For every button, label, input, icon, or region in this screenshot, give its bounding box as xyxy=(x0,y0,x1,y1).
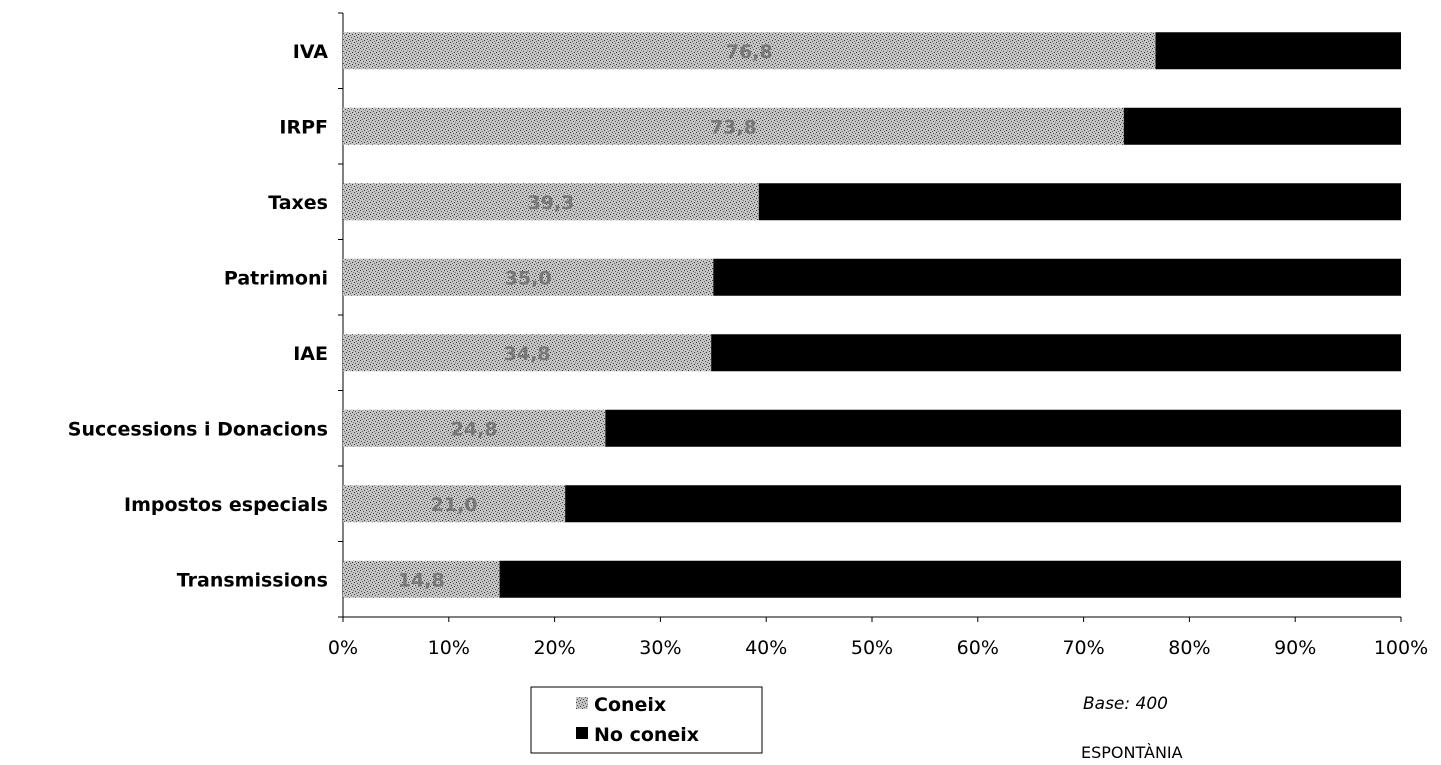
x-tick-label: 0% xyxy=(328,637,358,659)
bar-coneix xyxy=(343,334,712,372)
bar-coneix xyxy=(343,183,759,221)
bar-no-coneix xyxy=(1123,107,1401,145)
data-label: 21,0 xyxy=(431,494,478,516)
legend-swatch-coneix xyxy=(576,697,588,709)
bar-coneix xyxy=(343,485,566,523)
data-label: 73,8 xyxy=(710,116,757,138)
bar-coneix xyxy=(343,32,1156,70)
base-note: Base: 400 xyxy=(1083,694,1168,714)
x-tick-label: 80% xyxy=(1168,637,1210,659)
bar-no-coneix xyxy=(499,560,1402,598)
bar-coneix xyxy=(343,258,714,296)
bars-layer xyxy=(343,32,1402,598)
bar-no-coneix xyxy=(605,409,1401,447)
data-label: 35,0 xyxy=(505,267,552,289)
mode-note: ESPONTÀNIA xyxy=(1081,743,1183,762)
x-tick-label: 60% xyxy=(957,637,999,659)
legend-box xyxy=(530,686,763,754)
category-label: Successions i Donacions xyxy=(68,418,328,440)
labels-layer: IVA 76,8 IRPF 73,8 Taxes 39,3 Patrimoni 35,0 IAE… xyxy=(68,41,773,592)
data-label: 34,8 xyxy=(504,343,551,365)
data-label: 24,8 xyxy=(451,418,498,440)
x-tick-label: 90% xyxy=(1274,637,1316,659)
category-label: Impostos especials xyxy=(124,494,328,516)
bar-no-coneix xyxy=(713,258,1401,296)
category-label: IAE xyxy=(293,343,328,365)
bar-no-coneix xyxy=(1155,32,1401,70)
bar-no-coneix xyxy=(711,334,1401,372)
x-tick-label: 100% xyxy=(1374,637,1428,659)
data-label: 39,3 xyxy=(527,192,574,214)
x-tick-label: 10% xyxy=(428,637,470,659)
category-label: Transmissions xyxy=(177,569,328,591)
category-label: IVA xyxy=(293,41,328,63)
data-label: 14,8 xyxy=(398,569,445,591)
bar-no-coneix xyxy=(758,183,1401,221)
legend: Coneix No coneix xyxy=(530,686,763,754)
x-tick-label: 30% xyxy=(639,637,681,659)
legend-label-no-coneix: No coneix xyxy=(594,724,699,746)
bar-coneix xyxy=(343,107,1124,145)
x-tick-label: 70% xyxy=(1062,637,1104,659)
x-tick-label: 40% xyxy=(745,637,787,659)
category-label: Taxes xyxy=(268,192,328,214)
bar-no-coneix xyxy=(565,485,1401,523)
x-tick-label: 20% xyxy=(533,637,575,659)
axis-layer: 0% 10% 20% 30% 40% 50% 60% 70% 80% 90% 100% xyxy=(328,12,1428,659)
x-tick-label: 50% xyxy=(851,637,893,659)
category-label: Patrimoni xyxy=(224,267,328,289)
bar-coneix xyxy=(343,560,500,598)
bar-coneix xyxy=(343,409,606,447)
category-label: IRPF xyxy=(279,116,328,138)
legend-label-coneix: Coneix xyxy=(594,694,666,716)
legend-swatch-no-coneix xyxy=(576,727,588,739)
data-label: 76,8 xyxy=(726,41,773,63)
